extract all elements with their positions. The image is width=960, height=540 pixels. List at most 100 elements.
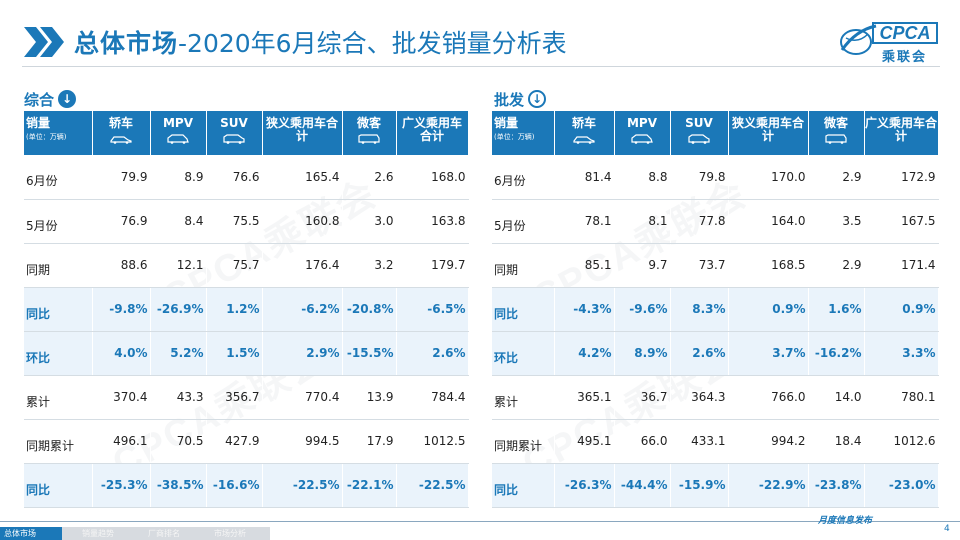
table-cell: -44.4% xyxy=(614,463,671,508)
col-header-narrow-total: 狭义乘用车合计 xyxy=(728,111,809,155)
footer-tab-bar xyxy=(0,527,270,540)
title-bold: 总体市场 xyxy=(74,29,179,58)
table-cell: 168.5 xyxy=(728,243,809,288)
table-cell: 171.4 xyxy=(864,243,939,288)
table-cell: -6.5% xyxy=(396,287,469,332)
row-label: 环比 xyxy=(492,331,555,376)
table-cell: 75.7 xyxy=(206,243,263,288)
table-cell: 433.1 xyxy=(670,419,729,464)
table-cell: -23.0% xyxy=(864,463,939,508)
table-row: 累计 370.4 43.3 356.7 770.4 13.9 784.4 xyxy=(24,375,469,420)
table-cell: 8.8 xyxy=(614,155,671,200)
table-cell: -15.9% xyxy=(670,463,729,508)
table-row: 6月份 79.9 8.9 76.6 165.4 2.6 168.0 xyxy=(24,155,469,200)
table-cell: 12.1 xyxy=(150,243,207,288)
table-row: 同比 -4.3% -9.6% 8.3% 0.9% 1.6% 0.9% xyxy=(492,287,939,332)
table-cell: 170.0 xyxy=(728,155,809,200)
logo-text: CPCA xyxy=(872,22,938,44)
table-cell: 85.1 xyxy=(554,243,615,288)
table-cell: -26.9% xyxy=(150,287,207,332)
table-row: 同期累计 496.1 70.5 427.9 994.5 17.9 1012.5 xyxy=(24,419,469,464)
table-cell: 36.7 xyxy=(614,375,671,420)
table-cell: 79.9 xyxy=(92,155,151,200)
row-label: 同比 xyxy=(492,287,555,332)
table-cell: 2.9 xyxy=(808,243,865,288)
table-cell: 495.1 xyxy=(554,419,615,464)
footer-slogan: 月度信息发布 xyxy=(818,516,873,526)
row-label: 5月份 xyxy=(24,199,93,244)
table-cell: -15.5% xyxy=(342,331,397,376)
table-cell: 163.8 xyxy=(396,199,469,244)
table-cell: 164.0 xyxy=(728,199,809,244)
table-cell: -16.2% xyxy=(808,331,865,376)
footer-divider xyxy=(0,521,960,522)
col-header-mpv: MPV xyxy=(614,111,671,155)
suv-icon xyxy=(223,134,245,144)
table-cell: 160.8 xyxy=(262,199,343,244)
row-label: 6月份 xyxy=(492,155,555,200)
table-cell: 3.0 xyxy=(342,199,397,244)
table-cell: 4.0% xyxy=(92,331,151,376)
table-cell: 0.9% xyxy=(728,287,809,332)
table-row: 5月份 78.1 8.1 77.8 164.0 3.5 167.5 xyxy=(492,199,939,244)
table-cell: 78.1 xyxy=(554,199,615,244)
table-cell: 356.7 xyxy=(206,375,263,420)
table-cell: 2.6% xyxy=(396,331,469,376)
table-cell: 66.0 xyxy=(614,419,671,464)
table-cell: -22.1% xyxy=(342,463,397,508)
table-cell: 994.5 xyxy=(262,419,343,464)
table-cell: 79.8 xyxy=(670,155,729,200)
table-row: 同期累计 495.1 66.0 433.1 994.2 18.4 1012.6 xyxy=(492,419,939,464)
table-cell: 1012.5 xyxy=(396,419,469,464)
title-rest: -2020年6月综合、批发销量分析表 xyxy=(178,29,567,58)
table-cell: 770.4 xyxy=(262,375,343,420)
table-cell: -22.9% xyxy=(728,463,809,508)
table-cell: -23.8% xyxy=(808,463,865,508)
table-row: 同期 85.1 9.7 73.7 168.5 2.9 171.4 xyxy=(492,243,939,288)
table-cell: 43.3 xyxy=(150,375,207,420)
table-cell: 81.4 xyxy=(554,155,615,200)
wholesale-sales-table: 销量 (单位：万辆) 轿车 MPV SUV 狭义乘用车合计 微客 广义乘用车合计 … xyxy=(492,111,939,508)
table-cell: 18.4 xyxy=(808,419,865,464)
col-header-sedan: 轿车 xyxy=(554,111,615,155)
table-row: 同比 -9.8% -26.9% 1.2% -6.2% -20.8% -6.5% xyxy=(24,287,469,332)
arrow-down-circle-icon: ↓ xyxy=(528,90,547,108)
table-cell: 1012.6 xyxy=(864,419,939,464)
table-cell: 167.5 xyxy=(864,199,939,244)
table-cell: 370.4 xyxy=(92,375,151,420)
table-row: 环比 4.2% 8.9% 2.6% 3.7% -16.2% 3.3% xyxy=(492,331,939,376)
suv-icon xyxy=(688,134,710,144)
table-cell: 70.5 xyxy=(150,419,207,464)
table-cell: 3.2 xyxy=(342,243,397,288)
row-label: 5月份 xyxy=(492,199,555,244)
combined-sales-table: 销量 (单位：万辆) 轿车 MPV SUV 狭义乘用车合计 微客 广义乘用车合计 … xyxy=(24,111,469,508)
table-cell: 364.3 xyxy=(670,375,729,420)
footer-tab-ranking[interactable]: 厂商排名 xyxy=(148,529,180,538)
table-cell: 784.4 xyxy=(396,375,469,420)
table-cell: 3.5 xyxy=(808,199,865,244)
table-row: 5月份 76.9 8.4 75.5 160.8 3.0 163.8 xyxy=(24,199,469,244)
table-cell: 168.0 xyxy=(396,155,469,200)
table-cell: 73.7 xyxy=(670,243,729,288)
footer-tab-trend[interactable]: 销量趋势 xyxy=(82,529,114,538)
table-cell: 2.6 xyxy=(342,155,397,200)
col-header-sedan: 轿车 xyxy=(92,111,151,155)
table-cell: 2.9 xyxy=(808,155,865,200)
col-header-suv: SUV xyxy=(670,111,729,155)
arrow-down-circle-icon: ↓ xyxy=(58,90,77,108)
table-cell: 2.9% xyxy=(262,331,343,376)
table-cell: -22.5% xyxy=(262,463,343,508)
col-header-broad-total: 广义乘用车合计 xyxy=(864,111,939,155)
row-label: 环比 xyxy=(24,331,93,376)
row-label: 同比 xyxy=(24,463,93,508)
footer-tab-overall[interactable]: 总体市场 xyxy=(0,527,62,540)
row-label: 同期 xyxy=(492,243,555,288)
col-header-suv: SUV xyxy=(206,111,263,155)
footer-tab-analysis[interactable]: 市场分析 xyxy=(214,529,246,538)
table-cell: 179.7 xyxy=(396,243,469,288)
sedan-icon xyxy=(573,136,595,144)
col-header-minivan: 微客 xyxy=(342,111,397,155)
table-cell: 1.6% xyxy=(808,287,865,332)
minivan-icon xyxy=(825,134,847,144)
col-header-minivan: 微客 xyxy=(808,111,865,155)
